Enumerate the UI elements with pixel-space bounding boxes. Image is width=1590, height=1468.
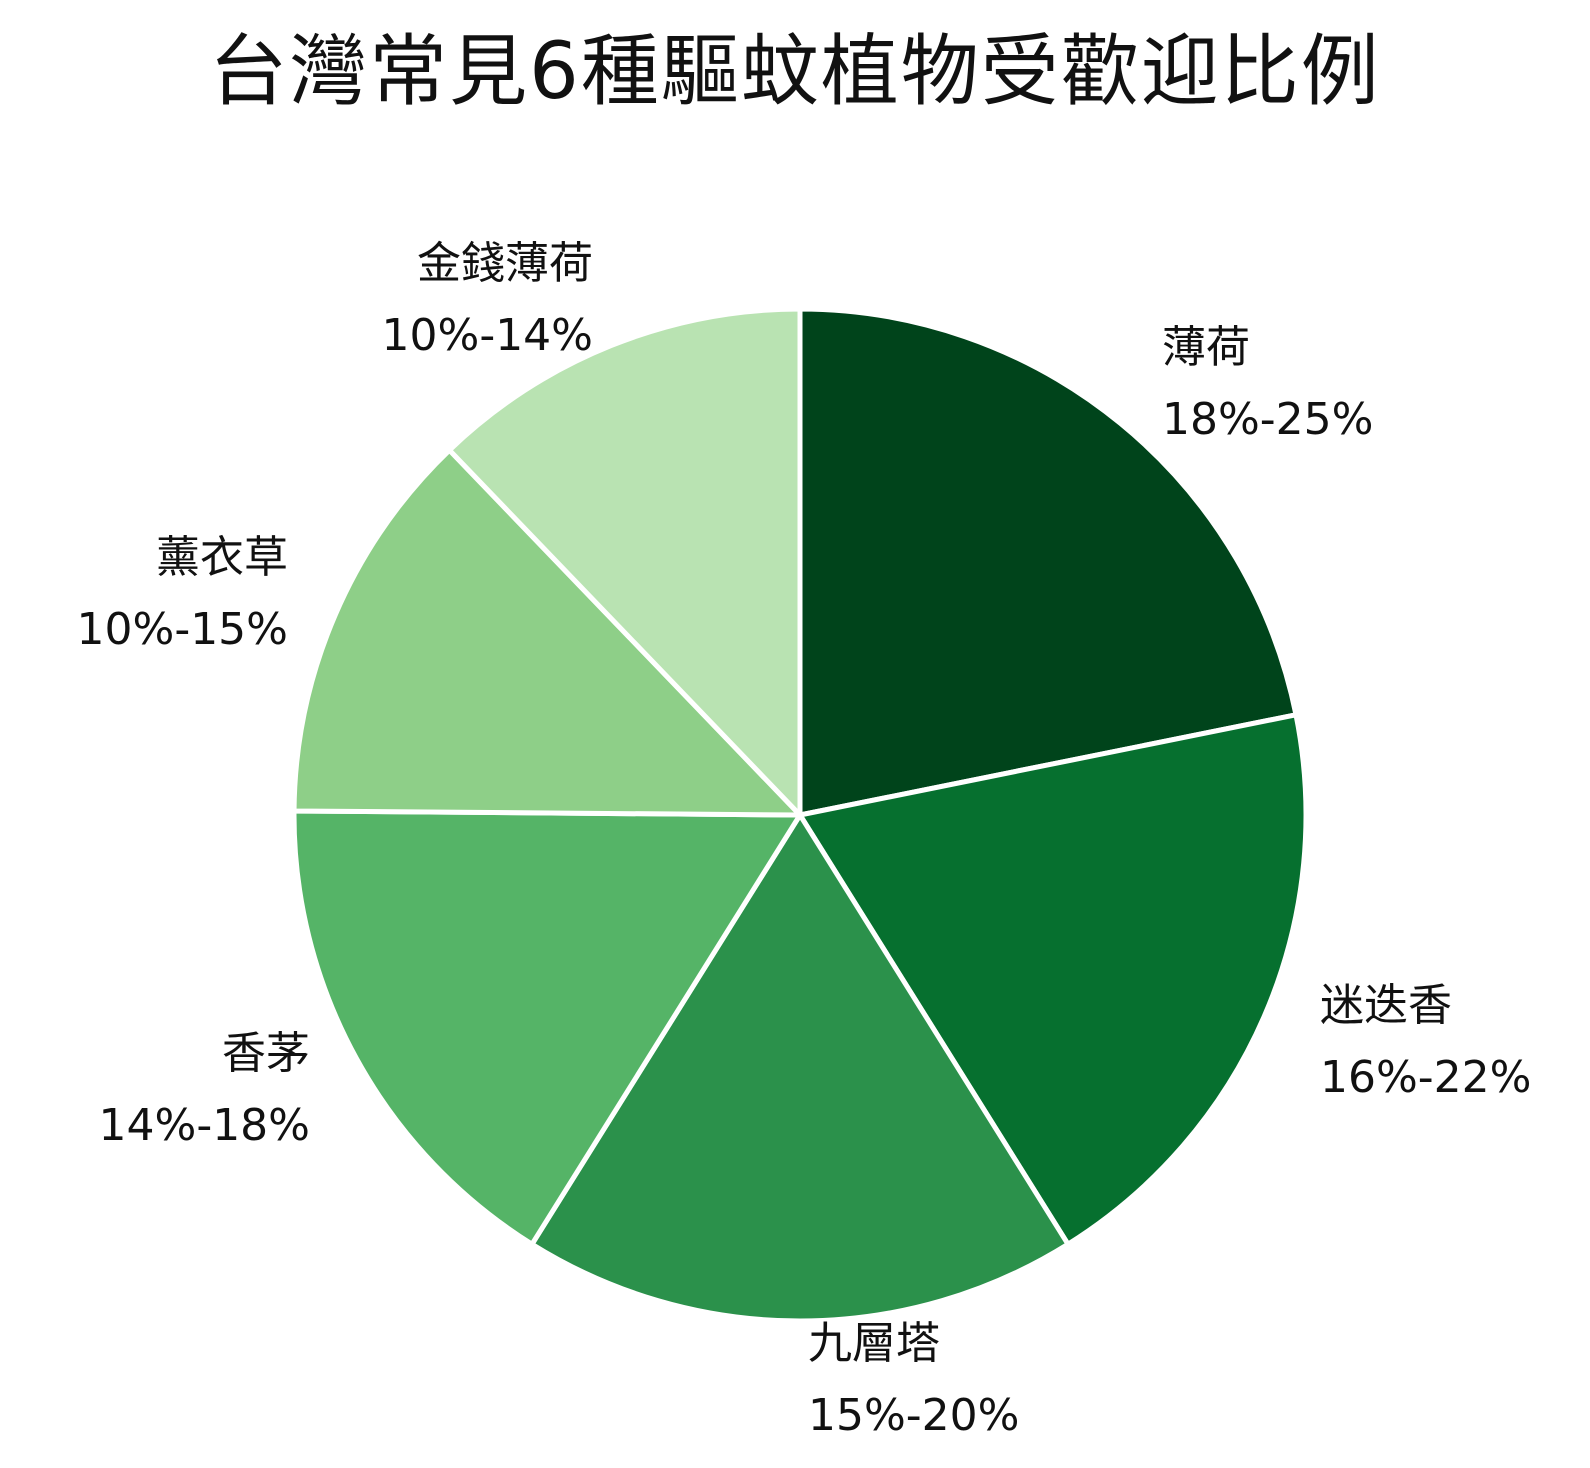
slice-label-name-3: 九層塔 <box>808 1318 940 1369</box>
slice-label-range-1: 18%-25% <box>1162 394 1373 445</box>
pie-slice-6 <box>446 306 803 818</box>
pie-labels: 薄荷 18%-25% 迷迭香 16%-22% 九層塔 15%-20% 香茅 14%-18% 薰衣… <box>77 238 1532 1441</box>
slice-label-name-5: 薰衣草 <box>156 532 288 583</box>
slice-label-range-4: 14%-18% <box>99 1100 310 1151</box>
pie-slice-1 <box>797 306 1299 818</box>
slice-label-name-6: 金錢薄荷 <box>417 238 593 289</box>
slice-label-name-4: 香茅 <box>222 1028 310 1079</box>
pie-slice-2 <box>797 712 1309 1247</box>
chart-title: 台灣常見6種驅蚊植物受歡迎比例 <box>209 27 1381 117</box>
slice-label-name-1: 薄荷 <box>1162 322 1250 373</box>
pie-slices <box>291 306 1309 1324</box>
slice-label-range-6: 10%-14% <box>382 310 593 361</box>
slice-label-name-2: 迷迭香 <box>1320 980 1452 1031</box>
pie-slice-3 <box>529 812 1071 1324</box>
slice-label-range-3: 15%-20% <box>808 1390 1019 1441</box>
slice-label-range-2: 16%-22% <box>1320 1052 1531 1103</box>
slice-label-range-5: 10%-15% <box>77 604 288 655</box>
pie-slice-5 <box>291 447 803 818</box>
pie-slice-4 <box>291 808 803 1247</box>
